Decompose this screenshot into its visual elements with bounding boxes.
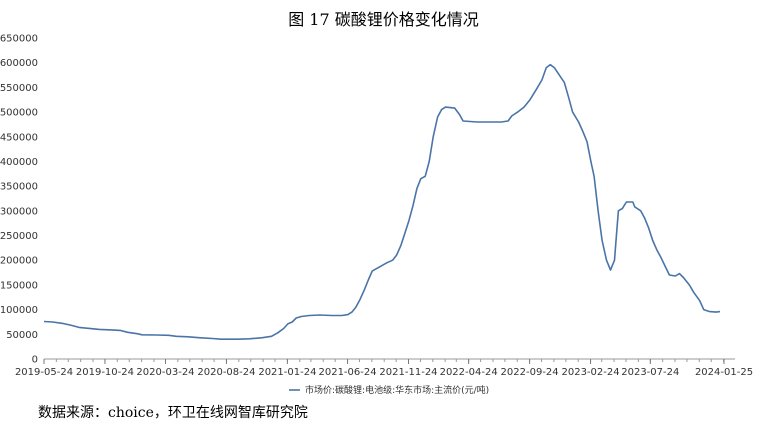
x-tick-label: 2019-10-24: [76, 367, 134, 378]
y-tick-label: 250000: [0, 231, 38, 242]
x-tick-label: 2021-06-24: [318, 367, 376, 378]
x-tick-label: 2023-02-24: [561, 367, 619, 378]
x-axis: 2019-05-24 2019-10-24 2020-03-24 2020-08-24…: [15, 358, 753, 378]
x-tick-label: 2022-04-24: [440, 367, 498, 378]
x-tick-label: 2020-08-24: [197, 367, 255, 378]
x-tick-label: 2020-03-24: [136, 367, 194, 378]
x-tick-label: 2022-09-24: [501, 367, 559, 378]
series-line: [43, 63, 721, 340]
legend-label: 市场价:碳酸锂:电池级:华东市场:主流价(元/吨): [305, 384, 489, 396]
y-tick-label: 150000: [0, 280, 38, 291]
x-tick-label: 2023-07-24: [621, 367, 679, 378]
legend: 市场价:碳酸锂:电池级:华东市场:主流价(元/吨): [289, 384, 489, 396]
y-tick-label: 0: [32, 355, 38, 366]
x-tick-label: 2024-01-25: [695, 367, 753, 378]
x-tick-label: 2021-01-24: [258, 367, 316, 378]
x-tick-label: 2021-11-24: [379, 367, 437, 378]
y-tick-label: 300000: [0, 206, 38, 217]
line-chart: 0 50000 100000 150000 200000 250000 300000 3500…: [0, 34, 753, 397]
series-layer: [43, 63, 721, 340]
x-tick-label: 2019-05-24: [15, 367, 73, 378]
y-tick-label: 400000: [0, 157, 38, 168]
y-tick-label: 100000: [0, 305, 38, 316]
y-tick-label: 650000: [0, 34, 38, 45]
y-tick-label: 50000: [6, 330, 38, 341]
y-tick-label: 550000: [0, 83, 38, 94]
y-tick-label: 600000: [0, 58, 38, 69]
chart-title: 图 17 碳酸锂价格变化情况: [288, 10, 479, 29]
y-axis: 0 50000 100000 150000 200000 250000 300000 3500…: [0, 34, 38, 366]
y-tick-label: 450000: [0, 132, 38, 143]
y-tick-label: 500000: [0, 108, 38, 119]
y-tick-label: 200000: [0, 256, 38, 267]
y-tick-label: 350000: [0, 182, 38, 193]
source-note: 数据来源：choice，环卫在线网智库研究院: [38, 405, 308, 421]
